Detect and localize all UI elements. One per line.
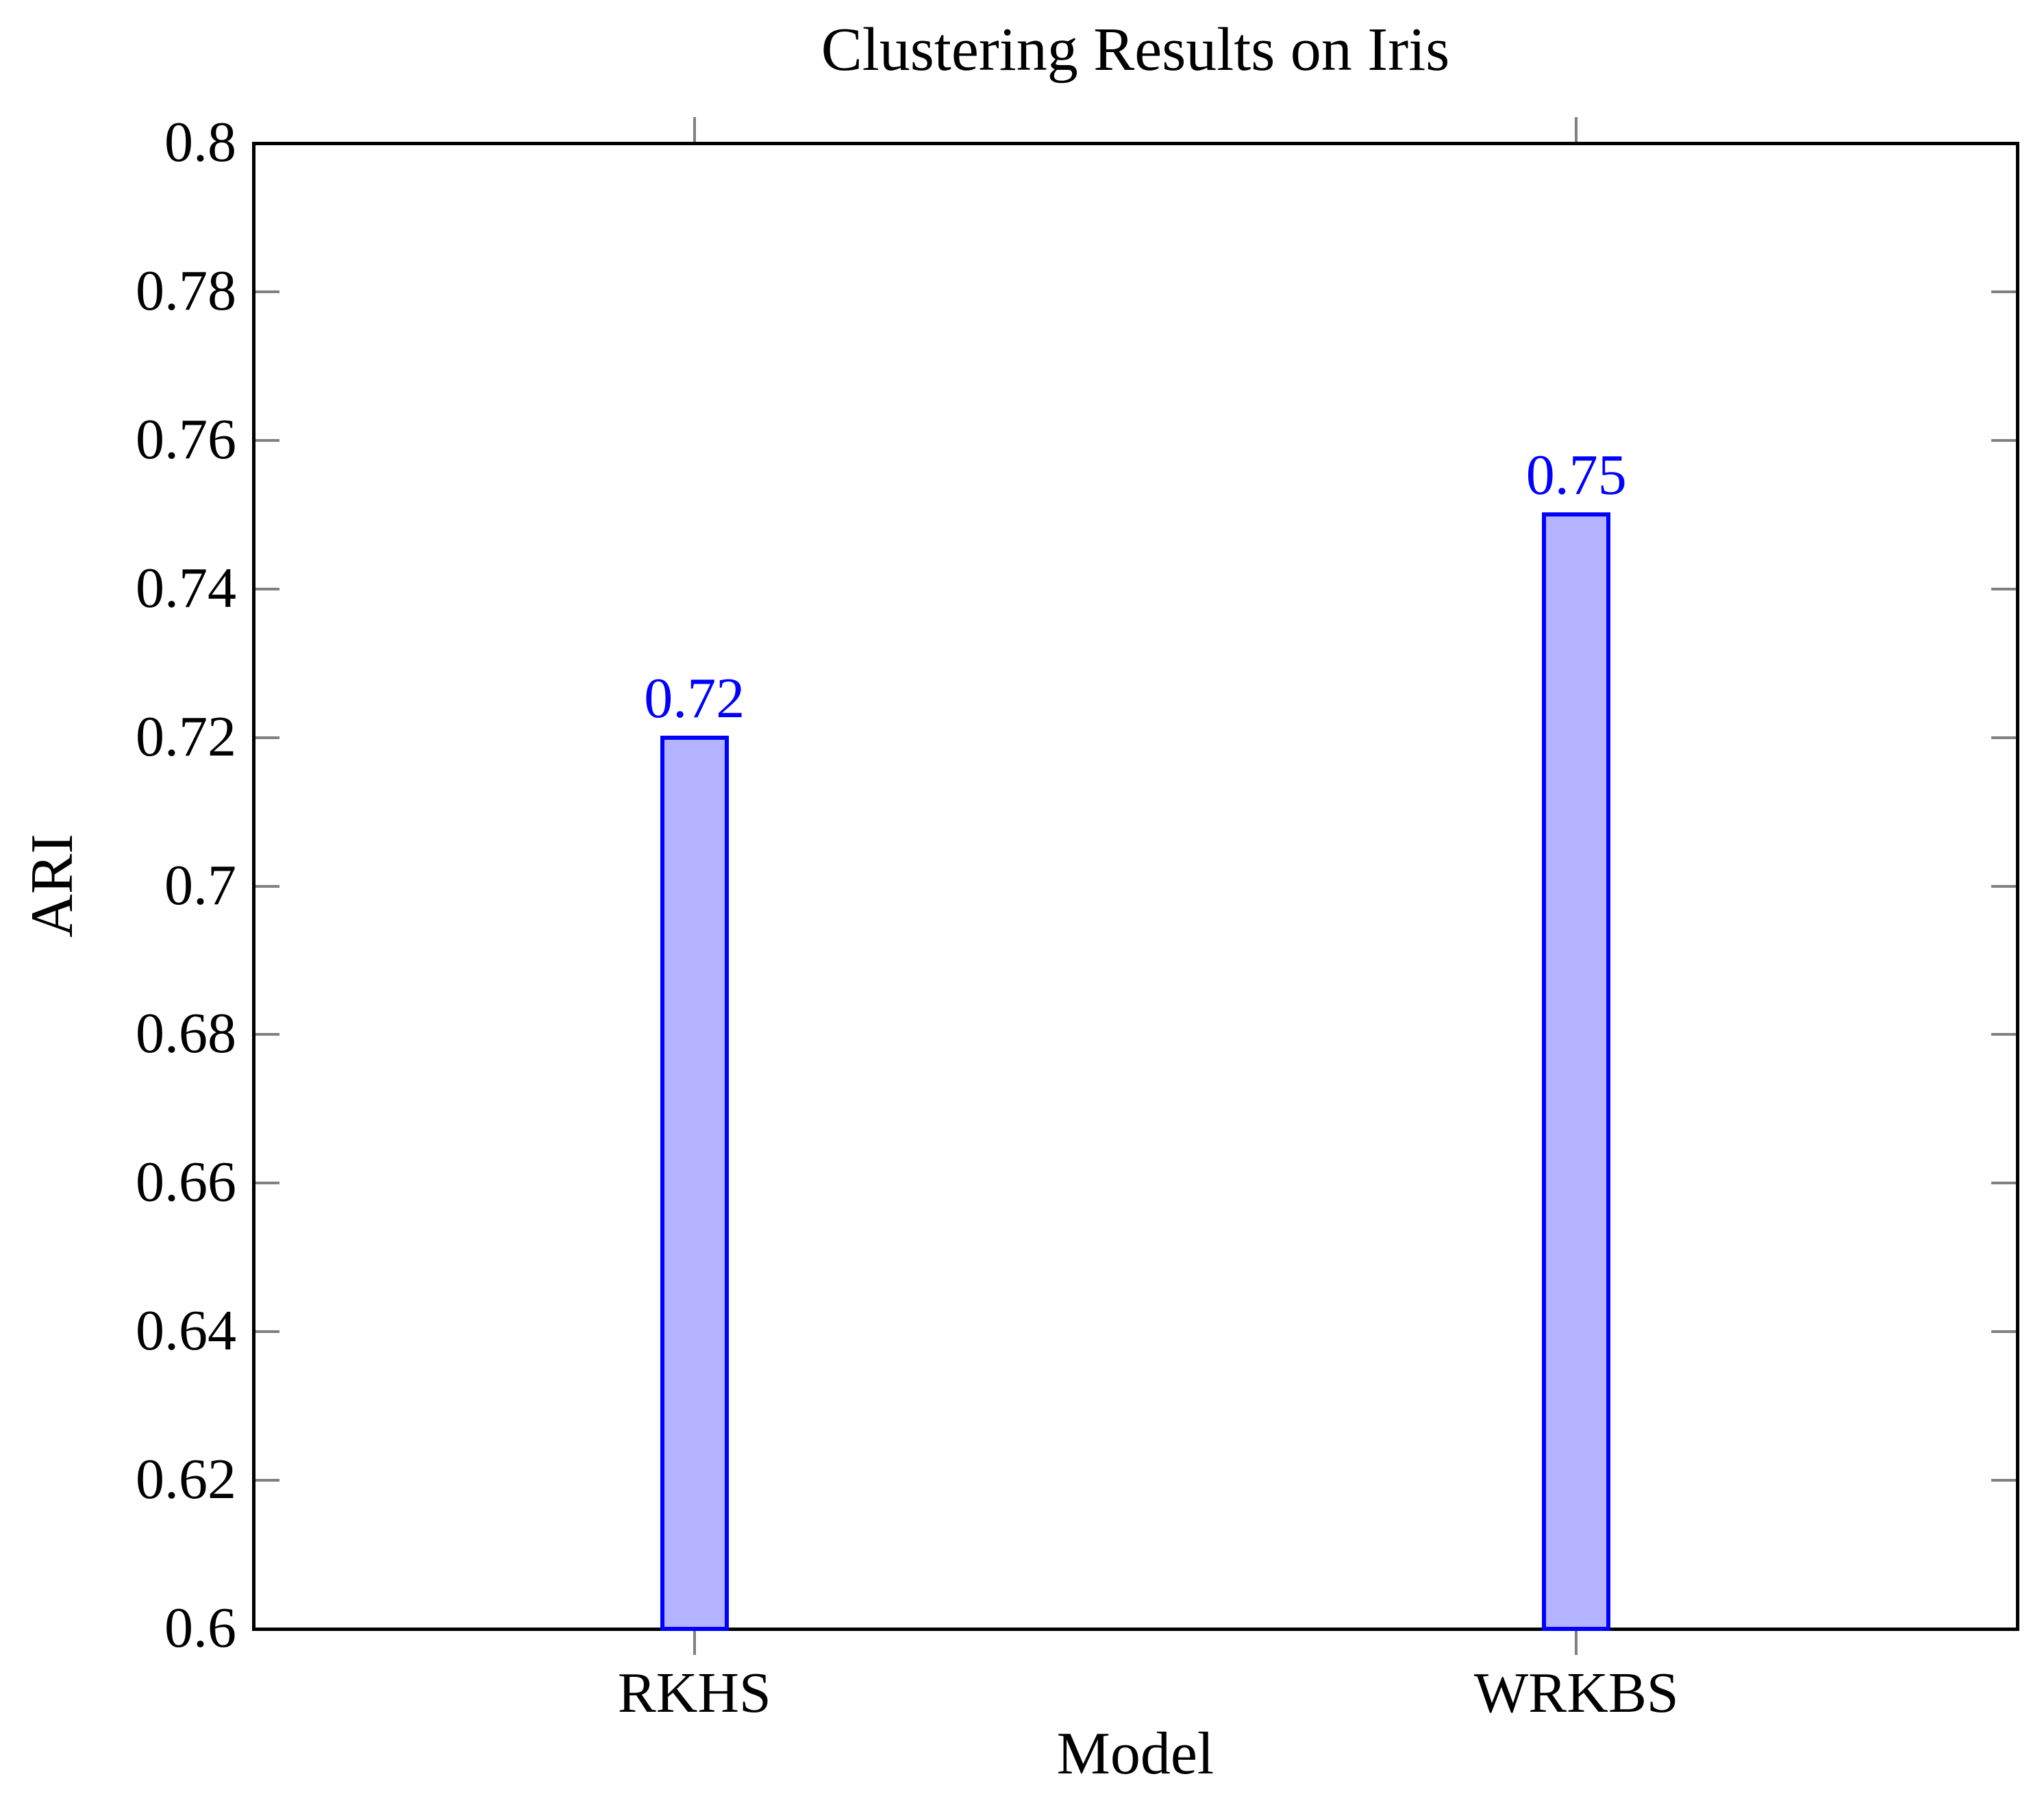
x-tick-top [1575, 117, 1578, 143]
y-tick-right [1991, 1033, 2017, 1036]
bar [660, 735, 729, 1631]
y-tick-label: 0.7 [164, 853, 236, 917]
y-tick-left [253, 587, 279, 590]
y-tick-right [1991, 290, 2017, 293]
y-tick-left [253, 1033, 279, 1036]
y-tick-left [253, 438, 279, 442]
y-tick-label: 0.74 [136, 556, 236, 620]
y-tick-label: 0.6 [164, 1596, 236, 1660]
y-tick-right [1991, 1330, 2017, 1334]
y-tick-right [1991, 1479, 2017, 1482]
y-tick-left [253, 1479, 279, 1482]
y-tick-left [253, 1330, 279, 1334]
y-tick-label: 0.78 [136, 258, 236, 323]
y-tick-label: 0.62 [136, 1447, 236, 1512]
y-tick-left [253, 290, 279, 293]
y-tick-label: 0.68 [136, 1001, 236, 1066]
y-tick-right [1991, 587, 2017, 590]
y-tick-left [253, 884, 279, 888]
chart-title: Clustering Results on Iris [821, 16, 1450, 84]
y-tick-label: 0.72 [136, 704, 236, 769]
y-tick-right [1991, 884, 2017, 888]
y-tick-label: 0.66 [136, 1150, 236, 1214]
bar-value-label: 0.72 [644, 666, 745, 730]
y-tick-left [253, 1182, 279, 1185]
y-tick-left [253, 736, 279, 739]
plot-frame [252, 142, 2019, 1631]
y-tick-label: 0.64 [136, 1299, 236, 1363]
x-tick-label: WRKBS [1473, 1661, 1679, 1725]
x-tick-bottom [1575, 1629, 1578, 1655]
y-tick-label: 0.8 [164, 110, 236, 174]
x-tick-bottom [693, 1629, 696, 1655]
bar-value-label: 0.75 [1525, 443, 1627, 508]
x-tick-top [693, 117, 696, 143]
y-tick-right [1991, 1182, 2017, 1185]
y-tick-right [1991, 736, 2017, 739]
bar [1542, 512, 1611, 1631]
y-tick-right [1991, 438, 2017, 442]
x-axis-label: Model [1056, 1721, 1214, 1787]
y-tick-label: 0.76 [136, 407, 236, 471]
x-tick-label: RKHS [617, 1661, 771, 1725]
